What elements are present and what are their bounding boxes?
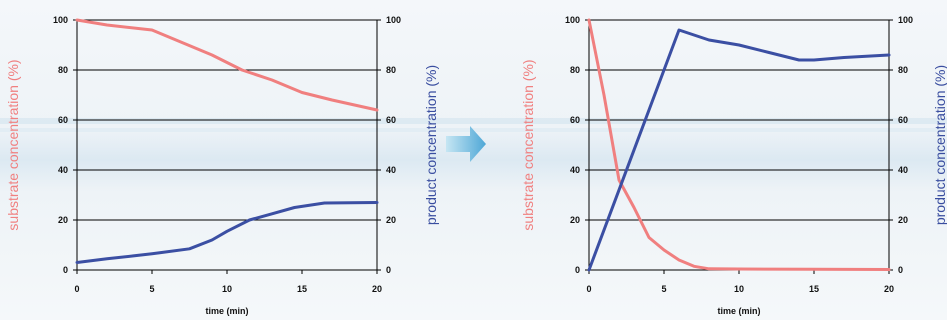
y-right-tick-label: 100 [386, 15, 401, 25]
x-tick-label: 10 [734, 284, 744, 294]
y-left-tick-label: 100 [53, 15, 68, 25]
y-left-tick-label: 60 [58, 115, 68, 125]
y-left-tick-label: 60 [570, 115, 580, 125]
y-right-tick-label: 40 [898, 165, 908, 175]
product-line [75, 201, 379, 264]
product-line [587, 28, 891, 272]
y-left-tick-label: 100 [565, 15, 580, 25]
x-tick-label: 0 [74, 284, 79, 294]
y-right-tick-label: 60 [386, 115, 396, 125]
substrate-line [587, 18, 891, 271]
y-right-tick-label: 40 [386, 165, 396, 175]
y-left-tick-label: 0 [63, 265, 68, 275]
y-right-tick-label: 80 [898, 65, 908, 75]
y-left-tick-label: 80 [58, 65, 68, 75]
y-left-tick-label: 20 [570, 215, 580, 225]
x-tick-label: 10 [222, 284, 232, 294]
substrate-line [75, 18, 379, 112]
y-right-axis-title: product concentration (%) [932, 65, 947, 225]
x-tick-label: 20 [372, 284, 382, 294]
x-tick-label: 15 [809, 284, 819, 294]
y-right-tick-label: 20 [386, 215, 396, 225]
y-right-axis-title: product concentration (%) [423, 65, 439, 225]
y-right-tick-label: 0 [386, 265, 391, 275]
y-left-axis-title: substrate concentration (%) [5, 59, 21, 230]
x-tick-label: 0 [586, 284, 591, 294]
y-right-tick-label: 20 [898, 215, 908, 225]
y-right-tick-label: 80 [386, 65, 396, 75]
y-right-tick-label: 60 [898, 115, 908, 125]
y-left-tick-label: 80 [570, 65, 580, 75]
y-left-tick-label: 40 [58, 165, 68, 175]
x-axis-title: time (min) [205, 306, 248, 316]
x-axis-title: time (min) [717, 306, 760, 316]
right-arrow-icon [446, 126, 486, 162]
y-left-tick-label: 20 [58, 215, 68, 225]
x-tick-label: 5 [661, 284, 666, 294]
y-right-tick-label: 100 [898, 15, 913, 25]
x-tick-label: 15 [297, 284, 307, 294]
y-right-tick-label: 0 [898, 265, 903, 275]
y-left-tick-label: 40 [570, 165, 580, 175]
y-left-axis-title: substrate concentration (%) [520, 59, 536, 230]
y-left-tick-label: 0 [575, 265, 580, 275]
x-tick-label: 20 [884, 284, 894, 294]
x-tick-label: 5 [149, 284, 154, 294]
